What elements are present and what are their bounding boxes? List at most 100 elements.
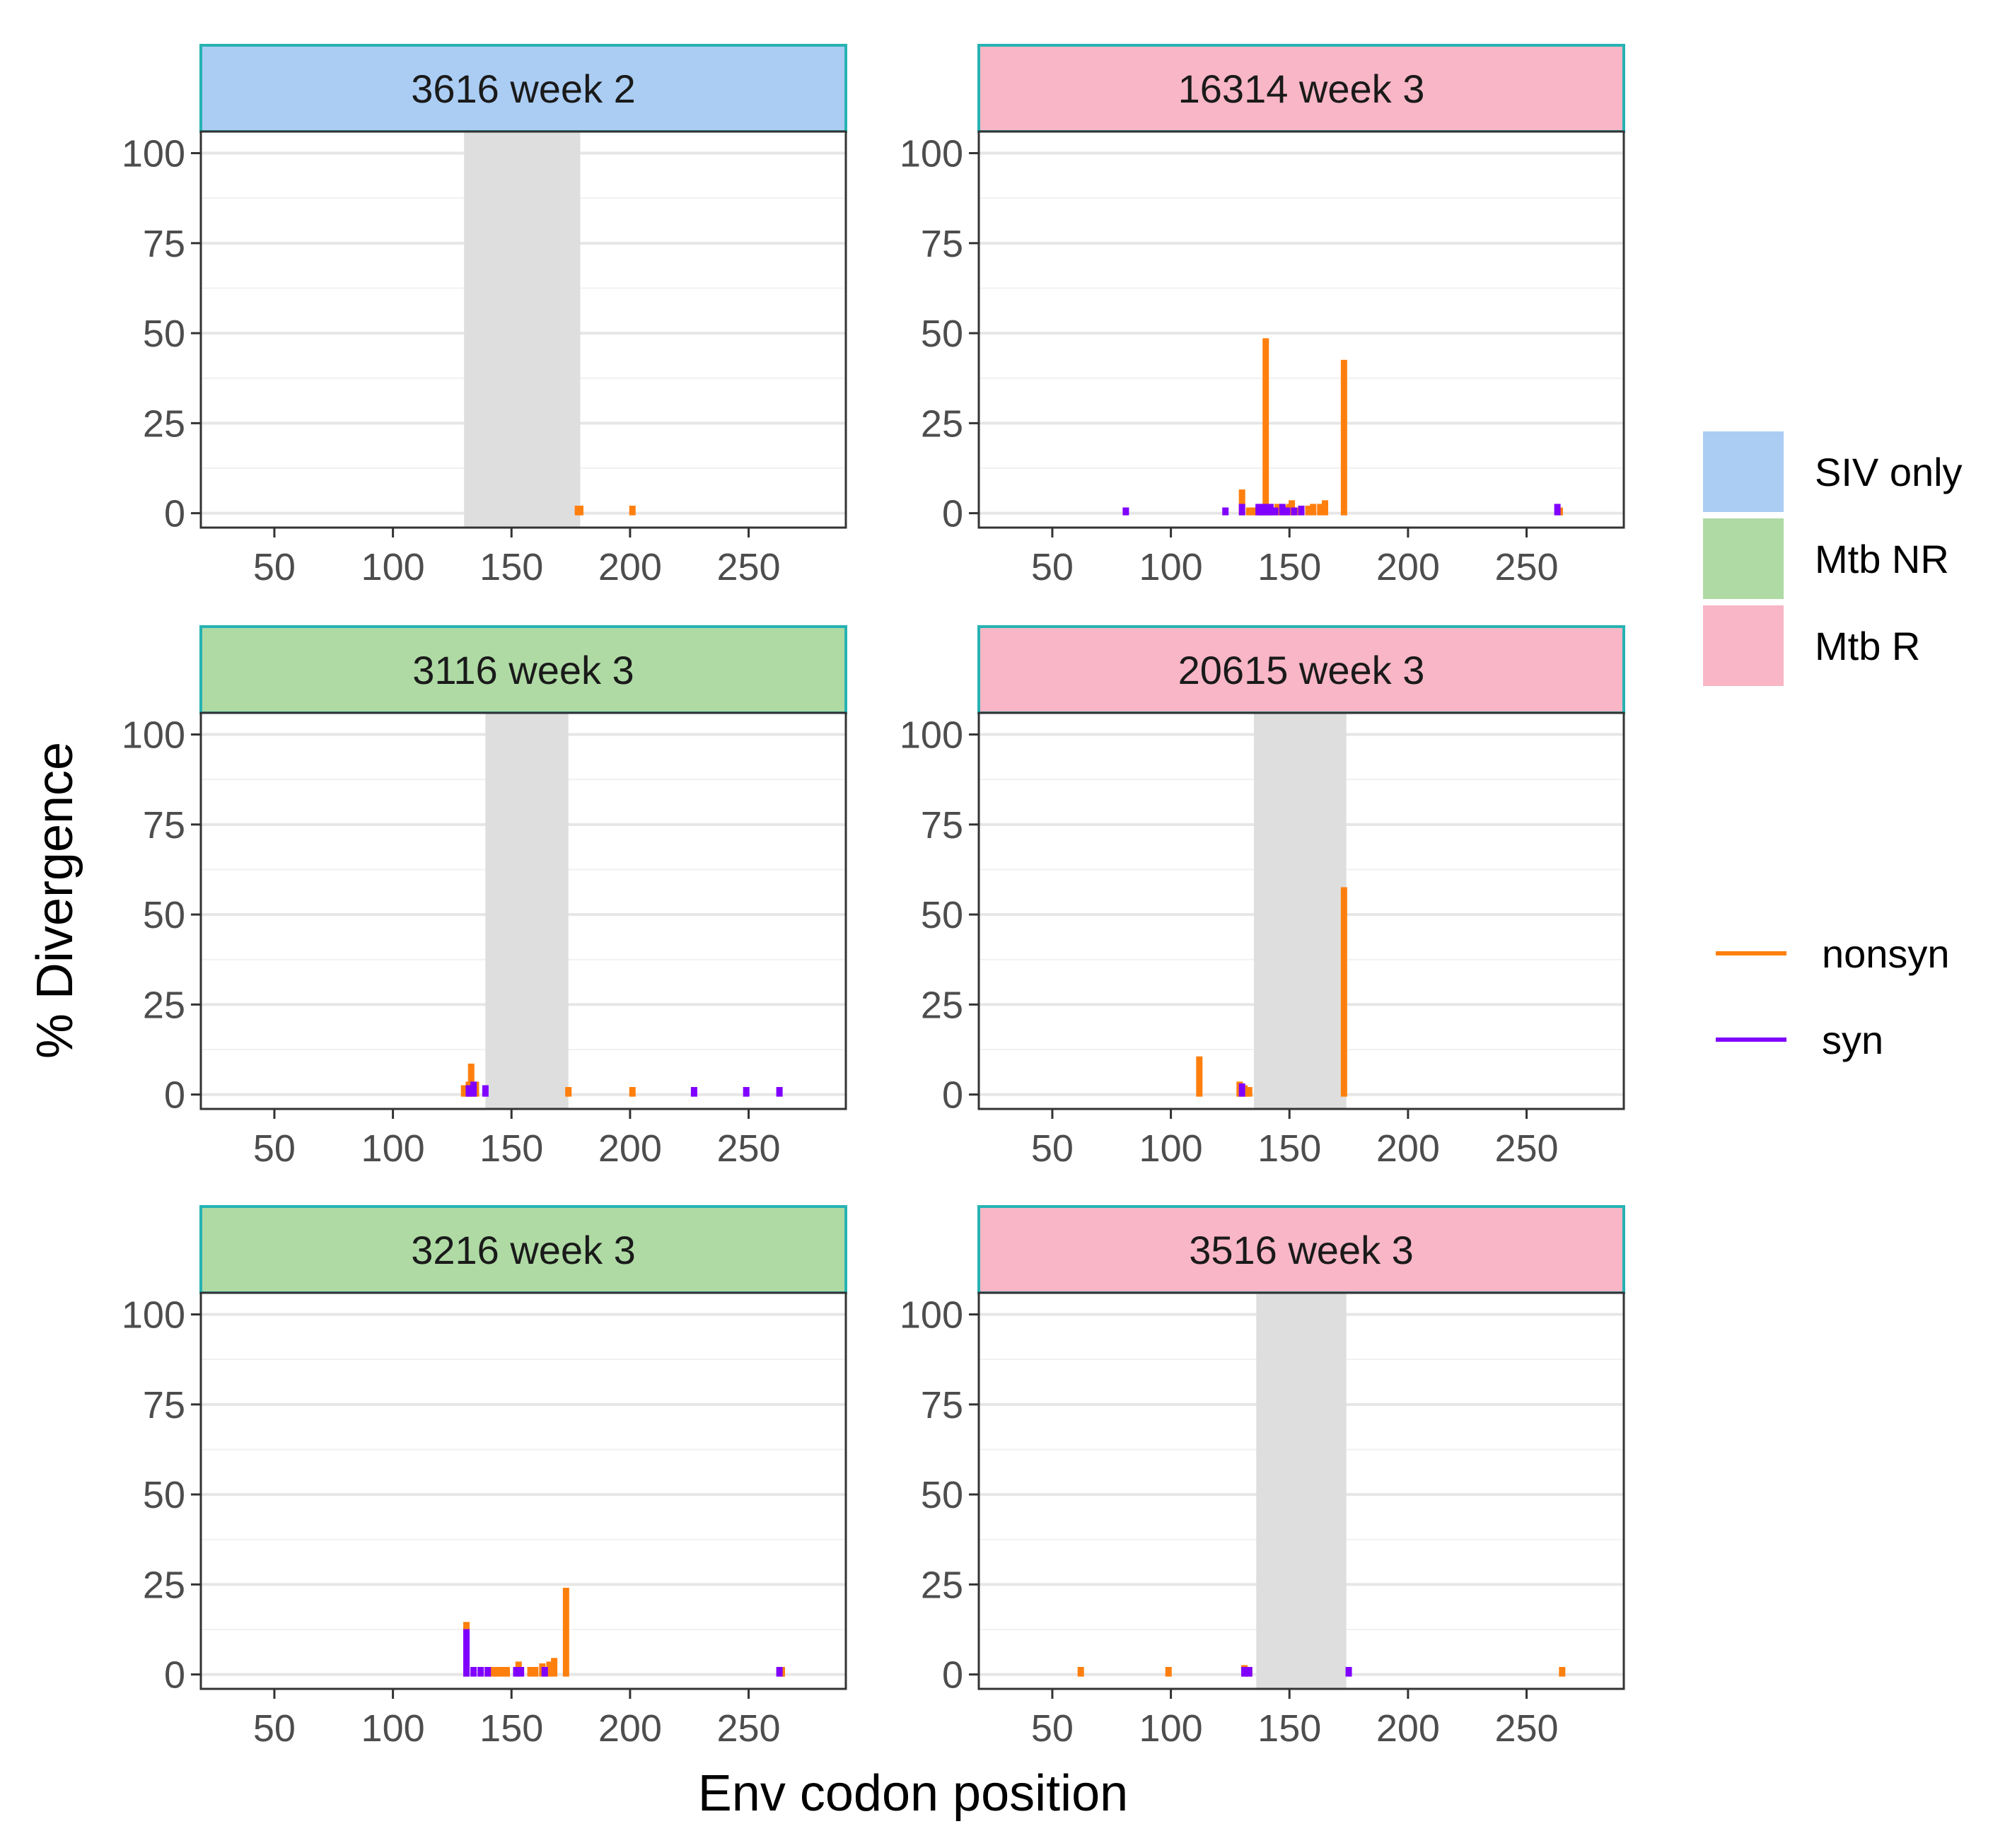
syn-bar [1298, 506, 1305, 516]
x-tick-label: 100 [361, 1707, 425, 1750]
syn-bar [1238, 1083, 1245, 1097]
nonsyn-bar [1559, 1667, 1566, 1677]
y-tick-label: 0 [164, 493, 185, 535]
panel-border [977, 1291, 1625, 1690]
facet-strip-title: 3216 week 3 [411, 1228, 636, 1272]
panel-border [977, 130, 1625, 529]
facet-panel: 3516 week 3 0 25 50 75 100 50 100 150 200 250 [900, 1205, 1625, 1750]
nonsyn-bar [1317, 504, 1324, 516]
syn-bar [1245, 1667, 1253, 1677]
panel-border [199, 130, 847, 529]
syn-bar [518, 1667, 525, 1677]
syn-bar [1122, 507, 1129, 516]
nonsyn-bar [527, 1667, 534, 1677]
nonsyn-bar [532, 1667, 539, 1677]
y-tick-label: 75 [143, 223, 185, 265]
x-tick-label: 150 [480, 1707, 543, 1750]
legend-group-label: Mtb NR [1815, 537, 1949, 581]
syn-bar [1554, 504, 1561, 516]
x-tick-label: 100 [1139, 546, 1203, 588]
y-tick-label: 25 [143, 984, 185, 1026]
facet-strip-title: 20615 week 3 [1178, 648, 1425, 692]
syn-bar [1279, 504, 1286, 516]
panel-border [199, 711, 847, 1110]
x-tick-label: 50 [253, 1127, 296, 1170]
nonsyn-bar [499, 1667, 506, 1677]
y-tick-label: 75 [143, 1384, 185, 1426]
facet-strip [977, 44, 1625, 133]
y-tick-label: 0 [942, 1654, 963, 1697]
syn-bar [470, 1667, 477, 1677]
syn-bar [1345, 1667, 1352, 1677]
x-tick-label: 150 [480, 546, 543, 588]
y-tick-label: 50 [143, 894, 185, 936]
y-tick-label: 50 [143, 1474, 185, 1516]
facet-strip-title: 3116 week 3 [412, 648, 634, 692]
x-tick-label: 150 [1257, 546, 1321, 588]
legend-group-key [1703, 518, 1784, 599]
y-axis-title: % Divergence [27, 742, 83, 1059]
nonsyn-bar [504, 1667, 511, 1677]
syn-bar [690, 1087, 697, 1097]
y-tick-label: 50 [921, 313, 963, 355]
x-tick-label: 100 [361, 546, 425, 588]
syn-bar [477, 1667, 484, 1677]
syn-bar [776, 1087, 783, 1097]
syn-bar [743, 1087, 750, 1097]
y-tick-label: 25 [143, 1564, 185, 1606]
nonsyn-bar [1262, 338, 1269, 516]
facet-panel: 20615 week 3 0 25 50 75 100 50 100 150 200 250 [900, 625, 1625, 1170]
facet-strip [977, 625, 1625, 714]
y-tick-label: 50 [143, 313, 185, 355]
facet-strip-title: 3616 week 2 [411, 66, 636, 111]
x-tick-label: 250 [716, 1127, 780, 1170]
syn-bar [1260, 504, 1267, 516]
x-tick-label: 50 [1031, 546, 1074, 588]
facet-strip-title: 16314 week 3 [1178, 66, 1425, 111]
nonsyn-bar [467, 1063, 475, 1097]
syn-bar [465, 1085, 472, 1097]
panel-border [199, 1291, 847, 1690]
y-tick-label: 100 [900, 714, 963, 757]
nonsyn-bar [1340, 887, 1347, 1097]
nonsyn-bar [1196, 1056, 1203, 1097]
y-tick-label: 75 [921, 223, 963, 265]
x-tick-label: 100 [1139, 1127, 1203, 1170]
x-tick-label: 50 [1031, 1707, 1074, 1750]
nonsyn-bar [1077, 1667, 1084, 1677]
shaded-region [464, 132, 581, 528]
syn-bar [1241, 1667, 1248, 1677]
nonsyn-bar [460, 1085, 467, 1097]
y-tick-label: 50 [921, 894, 963, 936]
y-tick-label: 0 [942, 1074, 963, 1117]
x-tick-label: 250 [1494, 1127, 1558, 1170]
x-tick-label: 250 [1494, 546, 1558, 588]
x-tick-label: 200 [1376, 546, 1440, 588]
nonsyn-bar [494, 1667, 501, 1677]
y-tick-label: 0 [942, 493, 963, 535]
nonsyn-bar [1340, 359, 1347, 516]
syn-bar [1238, 504, 1245, 516]
x-tick-label: 200 [1376, 1707, 1440, 1750]
legend-group-key [1703, 431, 1784, 512]
x-tick-label: 200 [598, 1127, 662, 1170]
nonsyn-bar [1250, 507, 1257, 516]
x-tick-label: 150 [1257, 1707, 1321, 1750]
legend-group-label: SIV only [1815, 450, 1963, 494]
x-tick-label: 250 [1494, 1707, 1558, 1750]
facet-panel: 16314 week 3 0 25 50 75 100 50 100 150 200 250 [900, 44, 1625, 588]
nonsyn-bar [1245, 1087, 1253, 1097]
x-tick-label: 200 [598, 1707, 662, 1750]
x-tick-label: 50 [1031, 1127, 1074, 1170]
y-tick-label: 100 [122, 1294, 185, 1337]
x-tick-label: 250 [716, 546, 780, 588]
y-tick-label: 75 [921, 1384, 963, 1426]
syn-bar [1267, 504, 1274, 516]
syn-bar [463, 1629, 470, 1677]
legend-group-label: Mtb R [1815, 624, 1920, 668]
facet-panel: 3616 week 2 0 25 50 75 100 50 100 150 200 250 [122, 44, 847, 588]
facet-panel: 3216 week 3 0 25 50 75 100 50 100 150 200 250 [122, 1205, 847, 1750]
legend-series-label: nonsyn [1822, 931, 1950, 976]
x-tick-label: 50 [253, 1707, 296, 1750]
